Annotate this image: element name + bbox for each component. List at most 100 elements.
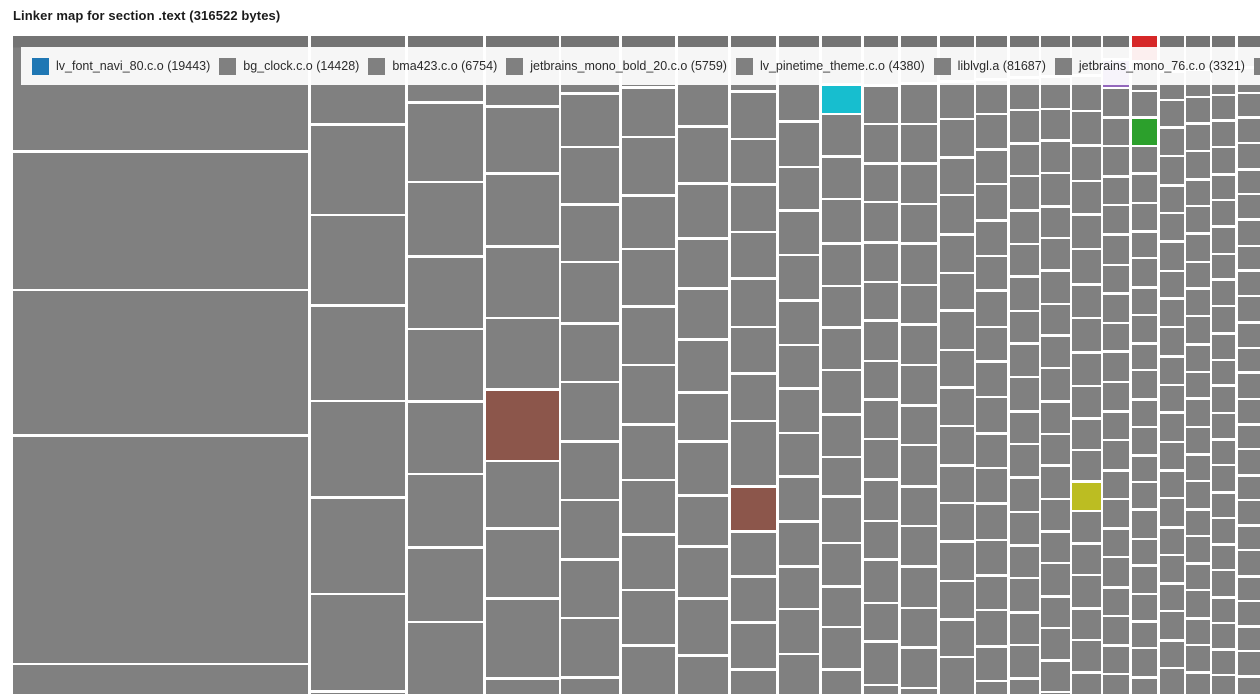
treemap-cell[interactable] <box>1237 400 1260 423</box>
treemap-cell[interactable] <box>561 263 619 322</box>
treemap-cell[interactable] <box>1041 305 1070 334</box>
treemap-cell[interactable] <box>863 480 898 520</box>
treemap-cell[interactable] <box>1009 646 1039 677</box>
treemap-cell[interactable] <box>863 440 898 478</box>
treemap-cell[interactable] <box>1237 297 1260 321</box>
treemap-cell[interactable] <box>1159 157 1184 184</box>
treemap-cell[interactable] <box>622 646 675 694</box>
treemap-cell[interactable] <box>1211 334 1235 359</box>
treemap-cell[interactable] <box>561 94 619 146</box>
treemap-cell[interactable] <box>1186 482 1210 508</box>
treemap-cell[interactable] <box>1211 519 1235 543</box>
treemap-cell[interactable] <box>1186 98 1210 122</box>
treemap-cell[interactable] <box>678 599 728 654</box>
treemap-cell[interactable] <box>1103 529 1129 556</box>
treemap-cell[interactable] <box>1103 147 1129 175</box>
treemap-cell[interactable] <box>779 256 819 299</box>
treemap-cell[interactable] <box>1186 124 1210 150</box>
treemap-cell[interactable] <box>779 211 819 254</box>
treemap-cell[interactable] <box>1041 466 1070 498</box>
treemap-cell[interactable] <box>1186 317 1210 343</box>
treemap-cell[interactable] <box>1103 324 1129 350</box>
treemap-cell[interactable] <box>1131 316 1157 342</box>
treemap-cell[interactable] <box>1103 441 1129 469</box>
treemap-cell[interactable] <box>730 670 776 694</box>
treemap-cell[interactable] <box>1211 96 1235 119</box>
treemap-cell[interactable] <box>1009 513 1039 544</box>
treemap-cell[interactable] <box>1131 540 1157 564</box>
treemap-cell[interactable] <box>1211 598 1235 622</box>
treemap-cell[interactable] <box>1159 101 1184 126</box>
treemap-cell[interactable] <box>310 306 405 400</box>
treemap-cell[interactable] <box>1009 277 1039 310</box>
treemap-cell[interactable] <box>1131 483 1157 508</box>
treemap-cell[interactable] <box>1103 177 1129 204</box>
treemap-cell[interactable] <box>863 164 898 201</box>
treemap-cell[interactable] <box>561 619 619 676</box>
treemap-cell[interactable] <box>678 239 728 287</box>
treemap-cell[interactable] <box>1103 558 1129 586</box>
treemap-cell[interactable] <box>1131 147 1157 172</box>
treemap-cell[interactable] <box>730 422 776 485</box>
treemap-cell[interactable] <box>1159 612 1184 639</box>
treemap-cell[interactable] <box>1041 207 1070 237</box>
treemap-cell[interactable] <box>1211 440 1235 464</box>
treemap-cell[interactable] <box>1237 577 1260 600</box>
treemap-cell[interactable] <box>1072 182 1101 213</box>
treemap-cell[interactable] <box>1211 227 1235 253</box>
treemap-cell[interactable] <box>1072 285 1101 317</box>
treemap-cell[interactable] <box>1072 576 1101 607</box>
treemap-cell[interactable] <box>779 168 819 209</box>
treemap-cell[interactable] <box>1041 564 1070 595</box>
treemap-cell[interactable] <box>1103 471 1129 498</box>
treemap-cell[interactable] <box>779 346 819 387</box>
treemap-cell[interactable] <box>1131 649 1157 676</box>
treemap-cell[interactable] <box>1186 591 1210 617</box>
treemap-cell[interactable] <box>1009 344 1039 376</box>
treemap-cell[interactable] <box>1041 369 1070 400</box>
treemap-cell[interactable] <box>901 527 937 565</box>
treemap-cell[interactable] <box>1237 271 1260 295</box>
treemap-cell[interactable] <box>1211 624 1235 648</box>
treemap-cell[interactable] <box>1131 456 1157 481</box>
treemap-cell[interactable] <box>1237 425 1260 448</box>
treemap-cell[interactable] <box>310 125 405 214</box>
treemap-cell[interactable] <box>939 582 974 618</box>
treemap-cell[interactable] <box>939 120 974 156</box>
treemap-cell[interactable] <box>1041 661 1070 691</box>
treemap-cell[interactable] <box>976 434 1007 467</box>
treemap-cell[interactable] <box>1072 112 1101 144</box>
treemap-cell[interactable] <box>1159 357 1184 384</box>
treemap-cell[interactable] <box>678 184 728 237</box>
treemap-cell[interactable] <box>821 628 861 668</box>
treemap-cell[interactable] <box>730 92 776 138</box>
treemap-cell[interactable] <box>976 80 1007 113</box>
treemap-cell[interactable] <box>821 544 861 585</box>
treemap-cell[interactable] <box>408 257 483 328</box>
treemap-cell[interactable] <box>561 205 619 261</box>
treemap-cell[interactable] <box>730 532 776 575</box>
treemap-cell[interactable] <box>901 244 937 284</box>
treemap-cell[interactable] <box>1041 110 1070 139</box>
treemap-cell[interactable] <box>1186 152 1210 178</box>
treemap-cell[interactable] <box>1159 214 1184 240</box>
treemap-cell[interactable] <box>1072 319 1101 351</box>
treemap-cell[interactable] <box>863 203 898 241</box>
treemap-cell[interactable] <box>1159 556 1184 582</box>
treemap-cell[interactable] <box>901 567 937 607</box>
treemap-cell[interactable] <box>1237 323 1260 347</box>
treemap-cell[interactable] <box>561 383 619 440</box>
treemap-cell-highlight[interactable] <box>730 487 776 530</box>
treemap-cell[interactable] <box>863 362 898 398</box>
treemap-cell[interactable] <box>901 406 937 444</box>
treemap-cell[interactable] <box>1009 546 1039 577</box>
treemap-cell[interactable] <box>901 648 937 687</box>
treemap-cell[interactable] <box>821 587 861 626</box>
treemap-cell[interactable] <box>678 340 728 391</box>
treemap-cell[interactable] <box>1186 263 1210 287</box>
treemap-cell[interactable] <box>1211 201 1235 225</box>
treemap-cell[interactable] <box>939 466 974 502</box>
treemap-cell[interactable] <box>821 244 861 285</box>
treemap-cell[interactable] <box>1041 629 1070 659</box>
treemap-cell[interactable] <box>976 150 1007 183</box>
